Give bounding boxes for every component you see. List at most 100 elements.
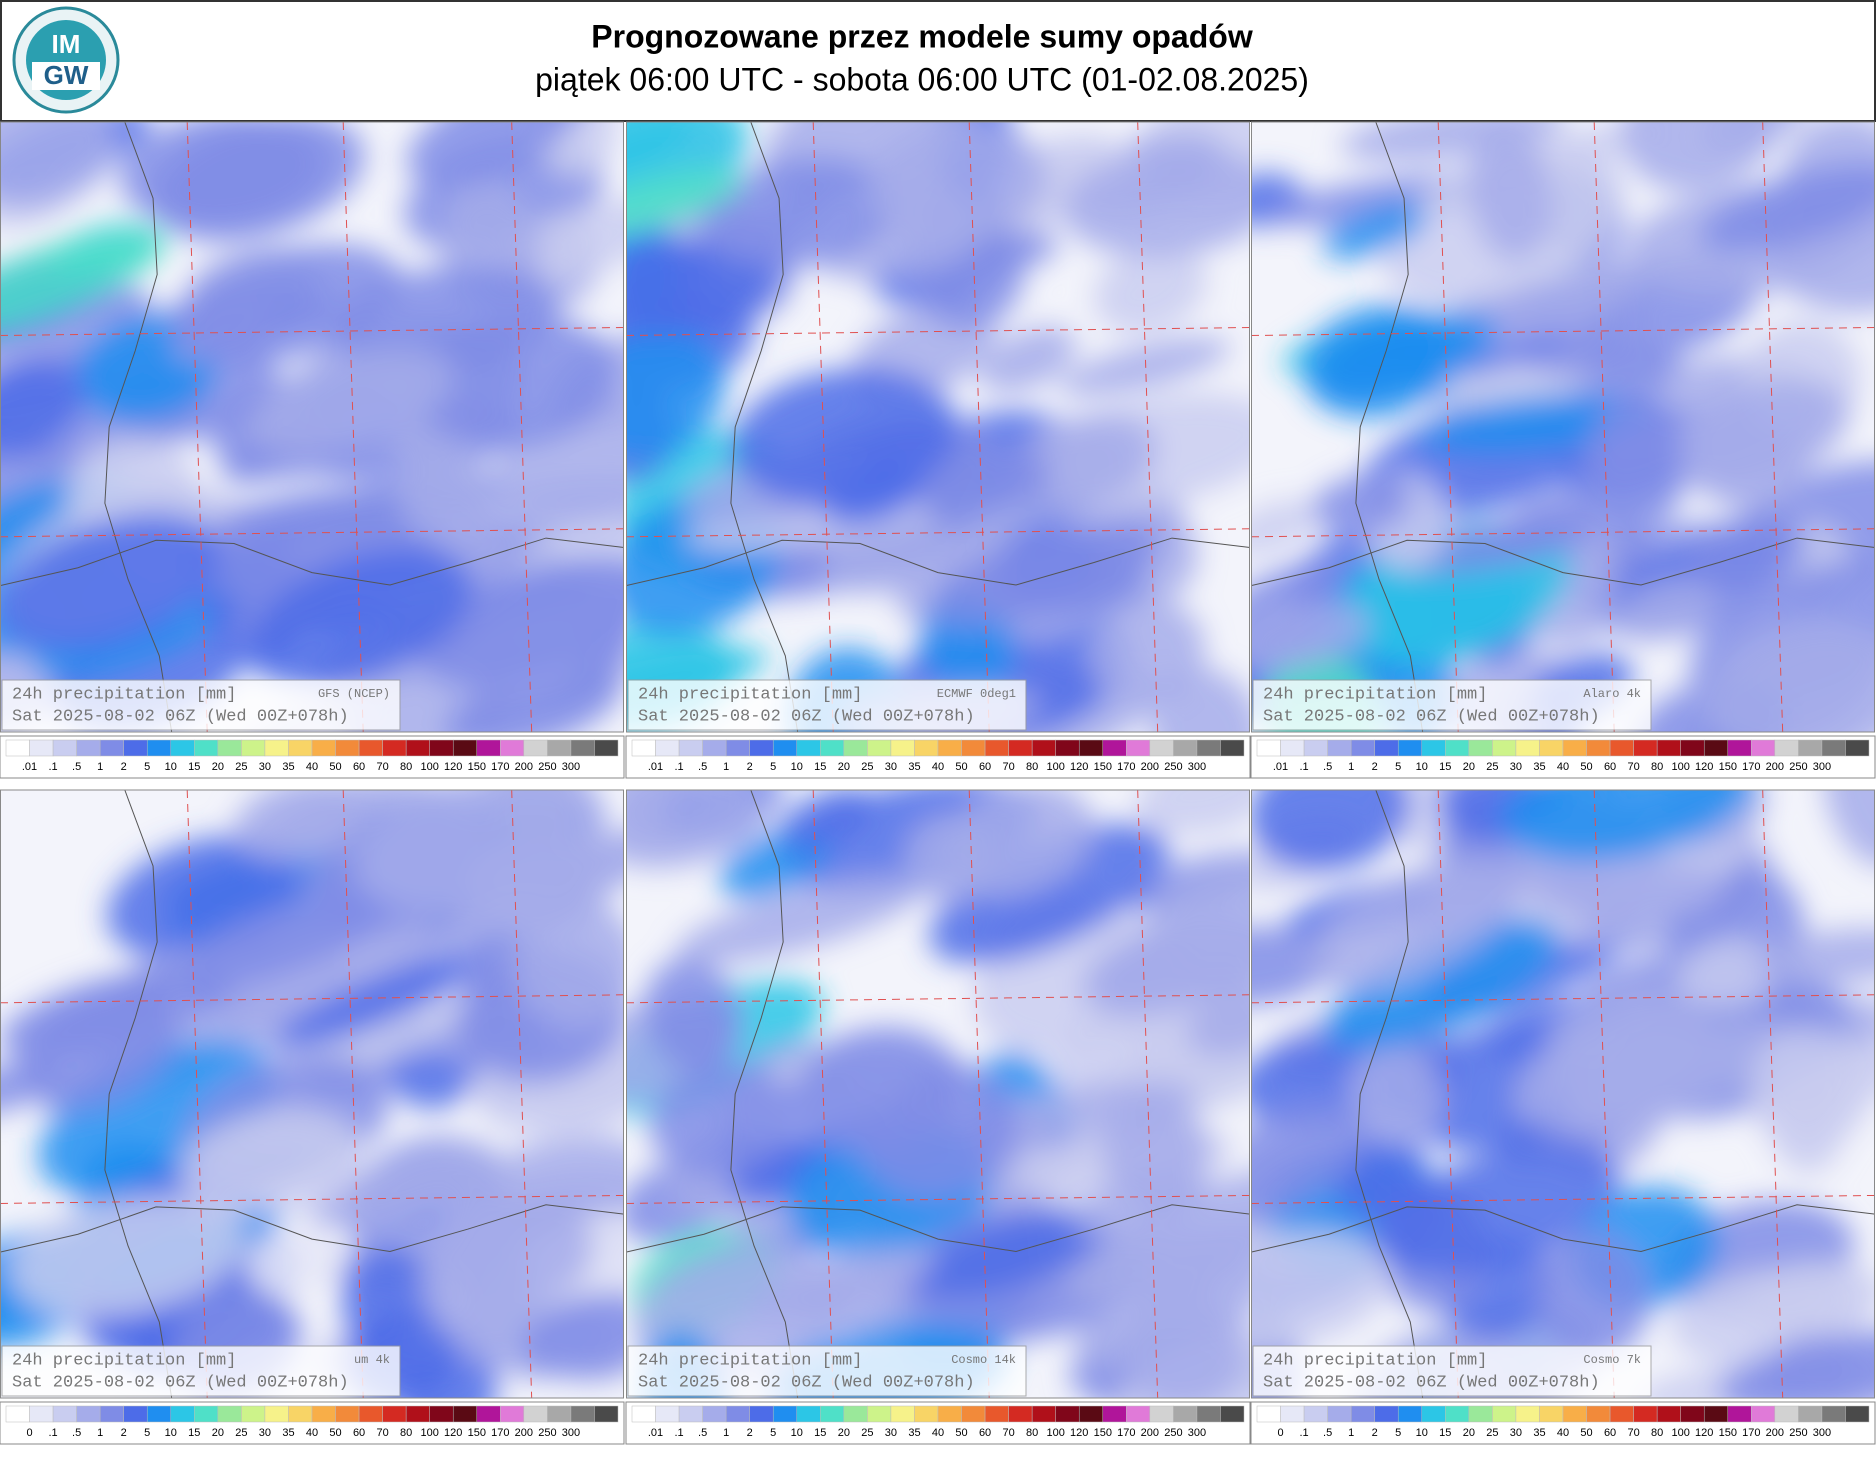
precip-blob [1150, 667, 1250, 732]
scale-label: 250 [1789, 761, 1807, 773]
scale-swatch [1703, 739, 1729, 757]
scale-swatch [1126, 1405, 1151, 1423]
scale-swatch [631, 1405, 656, 1423]
map-frame [626, 789, 1250, 1399]
scale-label: 20 [1463, 761, 1475, 773]
border-line [104, 790, 173, 1398]
model-panel: 24h precipitation [mm] Cosmo 7k Sat 2025-0… [1250, 789, 1876, 1445]
precip-blob [1062, 148, 1250, 257]
scale-label: 100 [1047, 1427, 1065, 1439]
precip-blob [1350, 1039, 1442, 1145]
map-frame [0, 789, 624, 1399]
meridian [1437, 122, 1459, 732]
scale-label: 35 [282, 761, 294, 773]
precip-blob [979, 326, 1077, 393]
scale-swatch [52, 1405, 77, 1423]
scale-swatch [264, 1405, 289, 1423]
scale-label: 80 [1026, 761, 1038, 773]
scale-label: 70 [376, 1427, 388, 1439]
scale-swatch [1845, 1405, 1870, 1423]
scale-swatch [772, 739, 798, 757]
scale-label: 35 [282, 1427, 294, 1439]
scale-label: 15 [814, 761, 826, 773]
scale-swatch [500, 739, 525, 757]
caption: 24h precipitation [mm] [638, 685, 862, 704]
scale-swatch [820, 739, 845, 757]
scale-label: 30 [259, 1427, 271, 1439]
precip-blob [1014, 413, 1157, 506]
scale-swatch [914, 739, 939, 757]
scale-label: 20 [838, 1427, 850, 1439]
scale-swatch [311, 1405, 336, 1423]
meridian [1137, 790, 1159, 1398]
scale-swatch [1149, 1405, 1174, 1423]
scale-swatch [890, 1405, 915, 1423]
scale-swatch [1256, 1405, 1281, 1423]
scale-label: 60 [979, 761, 991, 773]
scale-swatch [772, 1405, 798, 1423]
scale-label: 5 [1395, 1427, 1401, 1439]
scale-label: 300 [1813, 1427, 1831, 1439]
scale-label: 170 [491, 761, 509, 773]
precip-blob [419, 1222, 536, 1346]
precip-blob [929, 823, 1170, 964]
scale-swatch [1173, 739, 1198, 757]
scale-label: 2 [1372, 761, 1378, 773]
precip-blob [119, 122, 327, 228]
precip-blob [0, 514, 221, 652]
scale-swatch [796, 1405, 821, 1423]
caption: 24h precipitation [mm] [12, 1351, 236, 1370]
scale-label: 40 [932, 761, 944, 773]
scale-label: 10 [165, 1427, 177, 1439]
scale-swatch [961, 739, 986, 757]
valid-time: Sat 2025-08-02 06Z (Wed 00Z+078h) [12, 707, 349, 726]
parallel [1251, 994, 1875, 1004]
scale-swatch [429, 1405, 454, 1423]
precip-map [0, 122, 624, 732]
scale-label: 170 [1117, 761, 1135, 773]
logo-text: GW [44, 60, 89, 90]
precip-blob [1664, 379, 1850, 493]
precip-blob [912, 1208, 1108, 1299]
precip-blob [1094, 945, 1191, 1006]
scale-label: 70 [1002, 761, 1014, 773]
parallel [0, 994, 624, 1004]
scale-label: 35 [908, 1427, 920, 1439]
precip-blob [1089, 600, 1205, 707]
scale-swatch [678, 739, 703, 757]
scale-swatch [1280, 1405, 1305, 1423]
scale-swatch [1078, 1405, 1104, 1423]
precip-blob [1501, 790, 1754, 861]
precip-blob [1717, 1328, 1875, 1398]
scale-swatch [631, 739, 656, 757]
precip-blob [182, 889, 394, 986]
precip-blob [1071, 1173, 1208, 1237]
scale-label: 100 [1672, 761, 1690, 773]
scale-label: 170 [1742, 761, 1760, 773]
scale-label: 5 [144, 761, 150, 773]
scale-swatch [76, 739, 101, 757]
scale-swatch [382, 1405, 407, 1423]
precip-blob [945, 790, 1094, 897]
scale-swatch [655, 739, 680, 757]
scale-swatch [288, 1405, 313, 1423]
scale-label: 5 [770, 761, 776, 773]
scale-label: .01 [648, 1427, 663, 1439]
parallel [0, 327, 624, 336]
precip-blob [778, 790, 872, 849]
scale-label: 120 [1070, 761, 1088, 773]
model-name: Cosmo 14k [951, 1353, 1016, 1367]
caption: 24h precipitation [mm] [1263, 685, 1487, 704]
scale-swatch [1562, 1405, 1587, 1423]
scale-label: 2 [121, 761, 127, 773]
scale-swatch [1008, 739, 1033, 757]
scale-label: 100 [1672, 1427, 1690, 1439]
scale-label: 1 [723, 1427, 729, 1439]
precip-blob [1185, 992, 1250, 1057]
scale-label: 25 [861, 761, 873, 773]
precip-blob [1311, 475, 1411, 533]
precip-blob [626, 168, 743, 239]
scale-label: 70 [1627, 1427, 1639, 1439]
scale-swatch [1845, 739, 1870, 757]
